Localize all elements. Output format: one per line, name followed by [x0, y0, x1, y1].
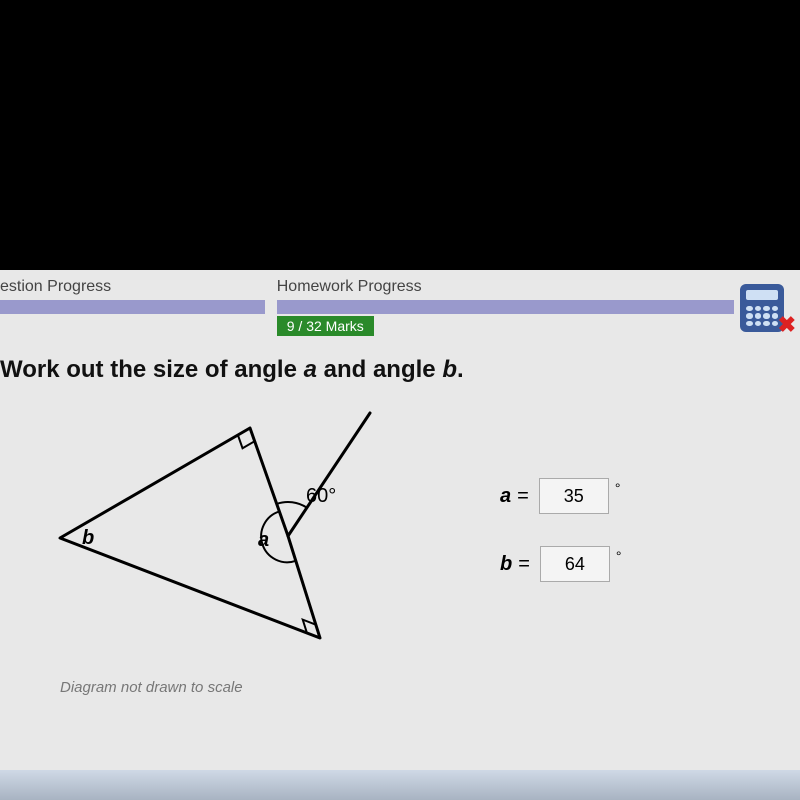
svg-text:60°: 60° — [306, 485, 336, 507]
degree-a: ° — [615, 480, 621, 496]
taskbar[interactable] — [0, 770, 800, 800]
homework-progress-bar — [277, 300, 734, 314]
equals-a: = — [517, 485, 529, 508]
answer-row-b: b = ° — [500, 546, 622, 582]
app-window: estion Progress Homework Progress 9 / 32… — [0, 270, 800, 770]
question-progress-bar — [0, 300, 265, 314]
question-prefix: Work out the size of angle — [0, 356, 304, 383]
question-progress-block: estion Progress — [0, 278, 271, 314]
calculator-button[interactable]: ✖ — [740, 278, 800, 332]
close-x-icon: ✖ — [778, 312, 796, 338]
svg-text:b: b — [82, 527, 94, 549]
question-var-a: a — [304, 356, 317, 383]
svg-text:a: a — [258, 529, 269, 551]
question-progress-label: estion Progress — [0, 278, 265, 296]
answer-b-input[interactable] — [540, 546, 610, 582]
degree-b: ° — [616, 548, 622, 564]
homework-progress-block: Homework Progress 9 / 32 Marks — [271, 278, 740, 336]
answers-column: a = ° b = ° — [460, 408, 622, 696]
answer-a-input[interactable] — [539, 478, 609, 514]
question-var-b: b — [442, 356, 457, 383]
answer-row-a: a = ° — [500, 478, 622, 514]
geometry-diagram: b a 60° — [40, 408, 430, 668]
question-text: Work out the size of angle a and angle b… — [0, 342, 800, 394]
marks-badge: 9 / 32 Marks — [277, 316, 374, 336]
diagram-column: b a 60° Diagram not drawn to scale — [40, 408, 460, 696]
equals-b: = — [518, 553, 530, 576]
header-row: estion Progress Homework Progress 9 / 32… — [0, 270, 800, 342]
question-mid: and angle — [317, 356, 442, 383]
homework-progress-label: Homework Progress — [277, 278, 734, 296]
question-suffix: . — [457, 356, 464, 383]
answer-b-label: b — [500, 553, 512, 576]
answer-a-label: a — [500, 485, 511, 508]
content-row: b a 60° Diagram not drawn to scale a = ° b… — [0, 394, 800, 696]
diagram-caption: Diagram not drawn to scale — [60, 679, 460, 696]
